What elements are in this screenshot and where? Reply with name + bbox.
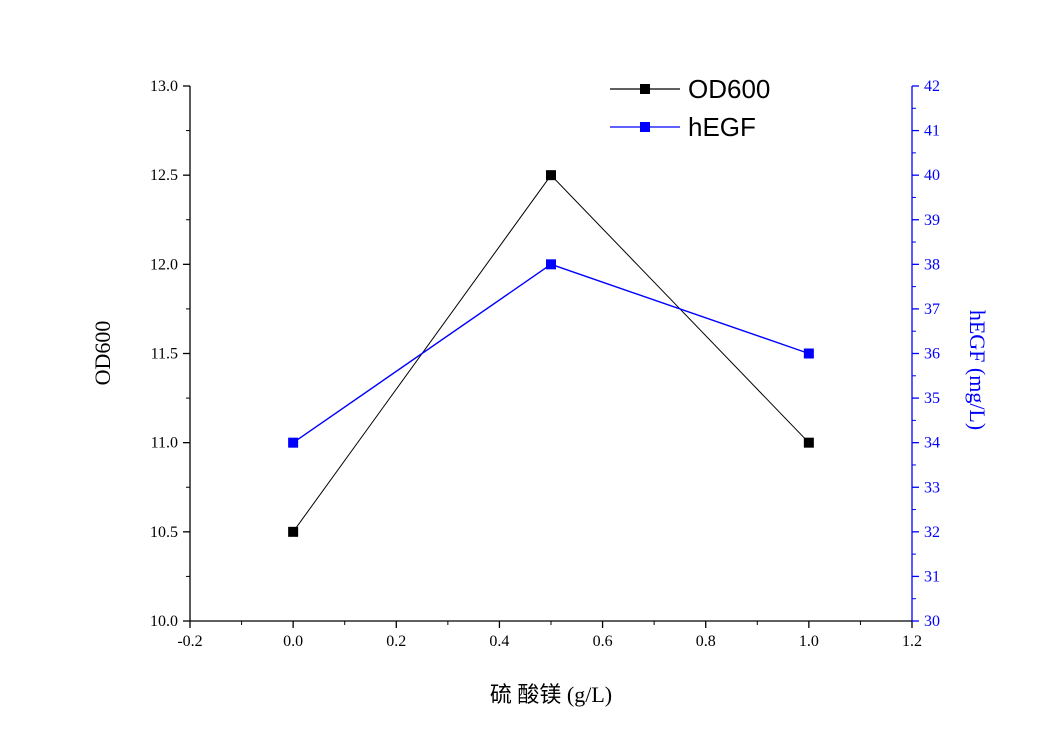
x-tick-label: 0.4 [489,633,509,650]
axes: -0.2 0.0 0.2 0.4 0.6 0.8 1.0 1.2 10.0 10.5 11.0 11.… [150,78,940,650]
series [288,170,814,537]
x-tick-label: 1.0 [799,633,819,650]
left-tick-label: 11.0 [151,435,178,452]
left-tick-label: 12.0 [150,256,178,273]
right-tick-label: 32 [924,524,940,541]
right-tick-label: 31 [924,568,940,585]
series-line-hegf [292,263,810,444]
left-tick-label: 10.0 [150,613,178,630]
legend-label-hegf: hEGF [688,112,756,142]
right-tick-label: 39 [924,212,940,229]
legend-marker-hegf [640,122,650,132]
data-point-hegf [288,437,299,448]
right-tick-label: 42 [924,78,940,95]
legend-marker-od600 [640,84,650,94]
data-point-hegf [546,259,556,270]
x-tick-label: 1.2 [902,633,922,650]
data-point-hegf [803,348,814,359]
right-tick-label: 35 [924,390,940,407]
right-tick-label: 37 [924,301,940,318]
x-tick-label: 0.0 [283,633,303,650]
x-tick-label: 0.8 [696,633,716,650]
series-line-od600 [292,174,810,533]
legend: OD600 hEGF [610,74,770,142]
data-point-od600 [803,437,814,448]
right-tick-label: 34 [924,435,940,452]
right-tick-label: 40 [924,167,940,184]
data-point-od600 [288,526,299,537]
left-tick-label: 13.0 [150,78,178,95]
x-tick-label: 0.2 [386,633,406,650]
left-tick-label: 11.5 [151,346,178,363]
x-axis-title: 硫 酸镁 (g/L) [490,682,612,707]
data-point-od600 [546,170,556,181]
legend-label-od600: OD600 [688,74,770,104]
x-tick-label: 0.6 [593,633,613,650]
left-tick-label: 12.5 [150,167,178,184]
right-tick-label: 38 [924,256,940,273]
x-tick-label: -0.2 [177,633,202,650]
right-tick-label: 33 [924,479,940,496]
right-tick-label: 41 [924,123,940,140]
left-tick-label: 10.5 [150,524,178,541]
right-tick-label: 30 [924,613,940,630]
left-axis-title: OD600 [90,321,115,386]
right-axis-title: hEGF (mg/L) [965,310,990,430]
right-tick-label: 36 [924,346,940,363]
